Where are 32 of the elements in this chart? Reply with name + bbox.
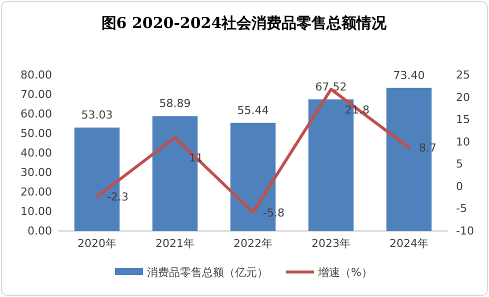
y-tick-label: 30.00 (20, 166, 52, 180)
y-tick-label: 60.00 (20, 108, 52, 121)
y2-tick-label: 10 (456, 135, 470, 148)
x-tick-label: 2024年 (390, 236, 428, 250)
data-label: 73.40 (393, 68, 425, 82)
data-label: 55.44 (237, 104, 269, 117)
y2-tick-label: 25 (456, 68, 470, 82)
data-label: 58.89 (159, 97, 191, 110)
y2-tick-label: 0 (456, 180, 463, 193)
y-tick-label: 50.00 (20, 127, 52, 140)
data-label: 53.03 (81, 108, 113, 122)
y-tick-label: 80.00 (20, 68, 52, 82)
y2-tick-label: 15 (456, 113, 470, 126)
legend-label: 消费品零售总额（亿元） (147, 266, 268, 279)
y2-tick-label: 5 (456, 158, 463, 171)
y2-tick-label: 20 (456, 90, 470, 104)
y-tick-label: 10.00 (20, 205, 52, 218)
legend-label: 增速（%） (317, 266, 372, 279)
data-label: 11 (189, 151, 203, 164)
x-tick-label: 2020年 (78, 236, 116, 250)
data-label: 67.52 (315, 80, 347, 94)
y2-tick-label: -10 (456, 224, 474, 238)
x-tick-label: 2022年 (234, 236, 272, 250)
chart-title: 图6 2020-2024社会消费品零售总额情况 (101, 14, 388, 32)
x-tick-label: 2021年 (156, 236, 194, 250)
x-tick-label: 2023年 (312, 236, 350, 250)
y-tick-label: 70.00 (20, 88, 52, 102)
y-tick-label: 40.00 (20, 146, 52, 160)
y-tick-label: 20.00 (20, 186, 52, 199)
y2-tick-label: -5 (456, 202, 467, 216)
y-tick-label: 0.00 (28, 224, 52, 238)
data-label: 21.8 (345, 103, 370, 116)
